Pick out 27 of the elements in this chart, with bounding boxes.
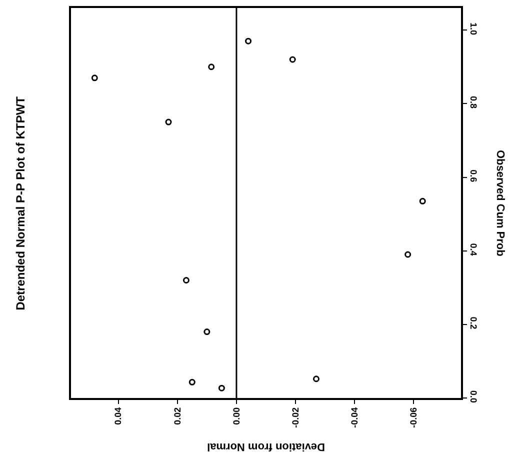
point	[91, 74, 98, 82]
point	[182, 277, 190, 284]
point	[165, 118, 172, 126]
y-axis-title: Observed Cum Prob	[494, 150, 506, 257]
point	[245, 38, 252, 44]
point	[419, 198, 426, 204]
point	[404, 251, 412, 258]
x-tick-label: 0.00	[231, 407, 242, 425]
point	[208, 64, 215, 70]
y-tick-label: 0.8	[468, 96, 478, 109]
x-axis-title: Deviation from Normal	[207, 440, 325, 452]
x-tick-label: -0.04	[350, 407, 360, 428]
y-tick-label: 1.0	[468, 22, 478, 35]
point	[218, 384, 225, 392]
text: Detrended Normal P-P Plot of KTPWT	[13, 96, 28, 310]
y-tick-label: 0.2	[468, 316, 478, 330]
point	[204, 328, 210, 336]
point	[312, 376, 320, 382]
point	[188, 378, 196, 386]
y-tick-label: 0.0	[468, 390, 478, 403]
x-tick-label: 0.02	[172, 407, 182, 425]
x-tick-label: -0.02	[290, 407, 300, 428]
y-tick-label: 0.4	[468, 243, 478, 256]
point	[289, 56, 296, 63]
y-tick-label: 0.6	[468, 170, 478, 182]
x-tick-label: 0.04	[113, 407, 124, 425]
x-tick-label: -0.06	[408, 407, 419, 428]
